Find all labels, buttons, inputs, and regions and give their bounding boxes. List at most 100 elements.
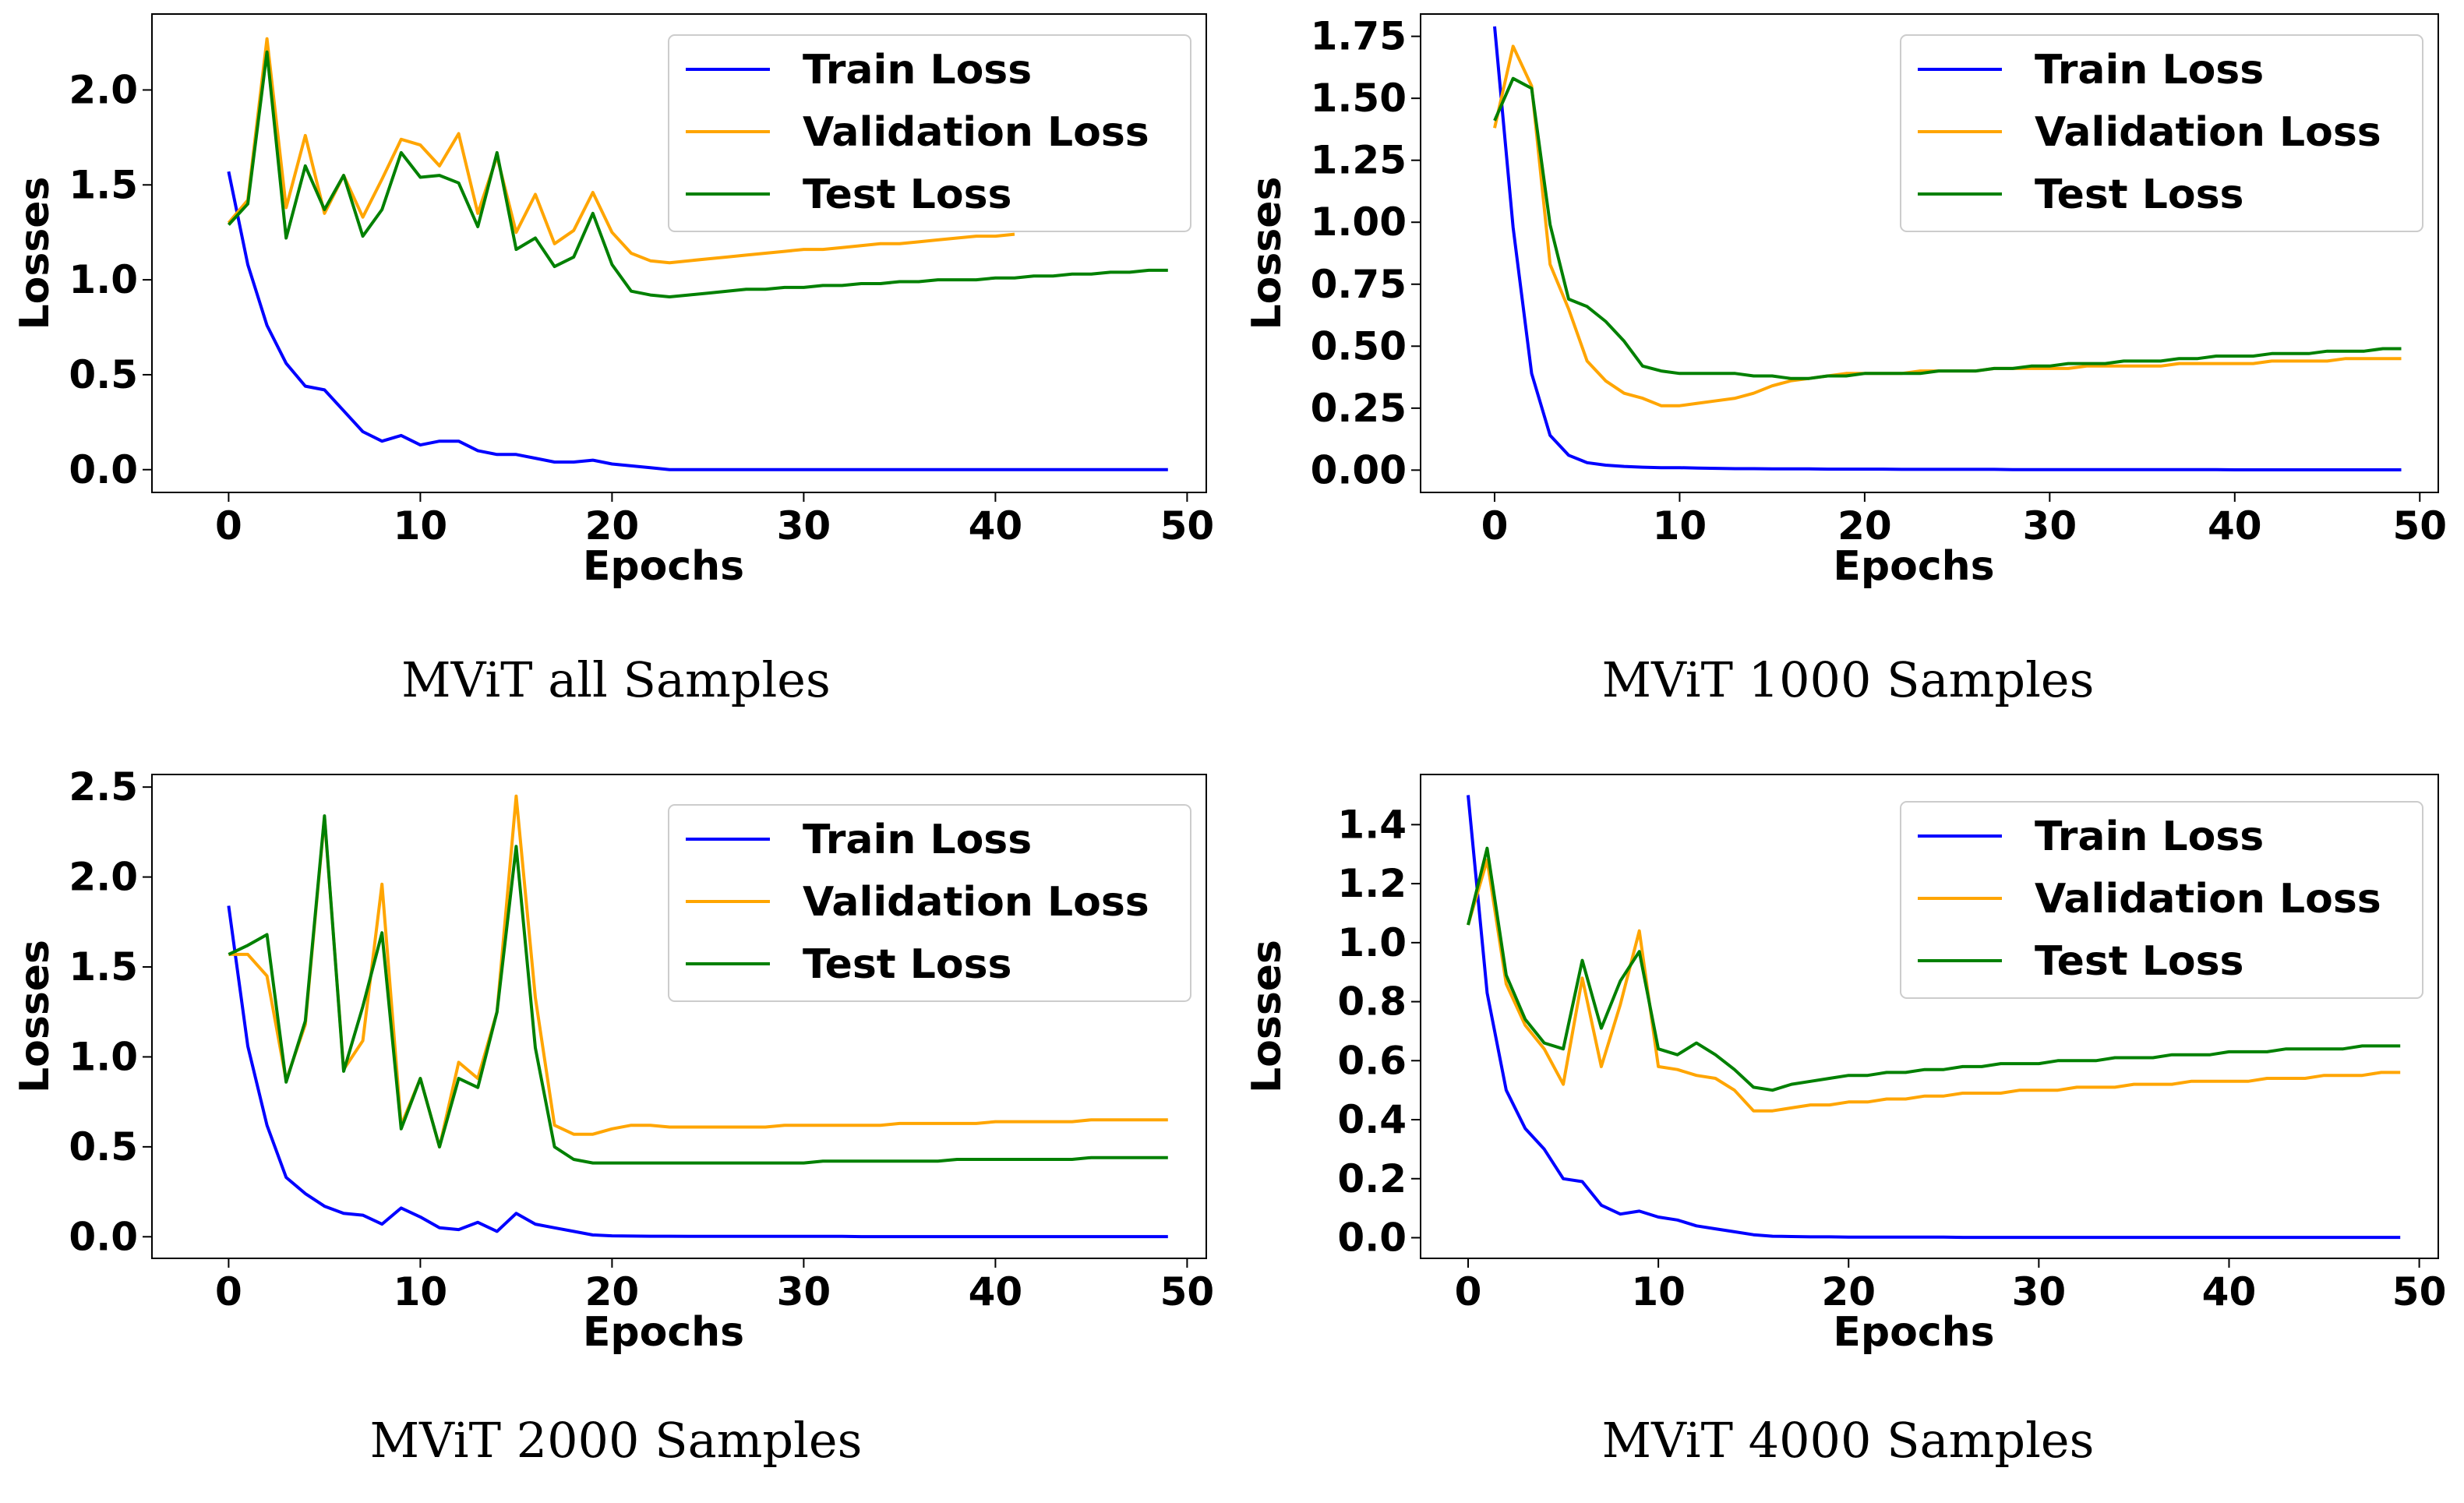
legend: Train Loss Validation Loss Test Loss xyxy=(1900,34,2423,232)
x-tick-label: 20 xyxy=(1821,1269,1876,1314)
legend-box xyxy=(668,34,1191,232)
legend-box xyxy=(1900,34,2423,232)
y-tick-label: 1.0 xyxy=(69,1034,138,1079)
chart-panel-1000: 0 10 20 30 40 50 0.00 0.25 0.50 0.75 1.00 1.25 1.50 1… xyxy=(1232,0,2464,751)
legend-label: Train Loss xyxy=(2035,813,2264,860)
y-tick-label: 0.5 xyxy=(69,352,138,397)
legend-label: Train Loss xyxy=(2035,47,2264,93)
x-tick-label: 30 xyxy=(2012,1269,2067,1314)
x-axis-label: Epochs xyxy=(1833,543,1994,590)
y-tick-label: 0.0 xyxy=(69,1214,138,1259)
y-tick-label: 0.00 xyxy=(1311,447,1407,492)
y-tick-label: 1.75 xyxy=(1311,14,1407,59)
x-tick-label: 30 xyxy=(777,503,831,549)
x-tick-label: 20 xyxy=(585,1269,640,1314)
test-loss-line xyxy=(227,50,1168,298)
y-tick-label: 0.4 xyxy=(1337,1097,1407,1142)
y-axis-label: Losses xyxy=(12,940,58,1093)
x-tick-label: 40 xyxy=(969,503,1023,549)
y-tick-label: 0.0 xyxy=(1337,1215,1407,1260)
y-tick-label: 1.50 xyxy=(1311,76,1407,121)
x-axis-label: Epochs xyxy=(583,1309,744,1356)
legend-label: Validation Loss xyxy=(2035,109,2381,156)
x-tick-label: 50 xyxy=(2392,1269,2447,1314)
chart-panel-4000: 0 10 20 30 40 50 0.0 0.2 0.4 0.6 0.8 1.0 1.2 1.4 Epoch… xyxy=(1232,751,2464,1502)
legend-label: Test Loss xyxy=(803,171,1012,218)
chart-caption: MViT 2000 Samples xyxy=(369,1412,863,1469)
x-tick-label: 50 xyxy=(1160,1269,1215,1314)
validation-loss-line xyxy=(228,794,1168,1148)
chart-svg: 0 10 20 30 40 50 0.0 0.2 0.4 0.6 0.8 1.0 1.2 1.4 Epoch… xyxy=(1244,774,2447,1356)
y-tick-label: 1.25 xyxy=(1311,138,1407,183)
legend-label: Validation Loss xyxy=(803,879,1149,926)
plot-frame xyxy=(151,13,1207,493)
plot-frame xyxy=(1420,13,2439,493)
x-tick-label: 10 xyxy=(1631,1269,1686,1314)
y-axis-label: Losses xyxy=(1244,940,1290,1093)
validation-loss-line xyxy=(227,37,1015,265)
test-loss-line xyxy=(1493,76,2402,380)
train-loss-line xyxy=(227,171,1168,471)
x-tick-label: 50 xyxy=(2392,503,2447,549)
legend-box xyxy=(668,804,1191,1002)
x-axis-label: Epochs xyxy=(583,543,744,590)
chart-panel-all: 0 10 20 30 40 50 0.0 0.5 1.0 1.5 2.0 Epochs Losses Tr… xyxy=(0,0,1232,751)
legend-label: Validation Loss xyxy=(2035,876,2381,923)
y-tick-label: 0.6 xyxy=(1337,1038,1407,1083)
x-tick-label: 0 xyxy=(215,1269,242,1314)
y-tick-label: 0.0 xyxy=(69,447,138,492)
y-tick-label: 0.5 xyxy=(69,1124,138,1170)
test-loss-line xyxy=(1467,846,2401,1092)
legend-label: Test Loss xyxy=(2035,938,2244,985)
x-tick-label: 20 xyxy=(585,503,640,549)
x-tick-label: 40 xyxy=(2202,1269,2257,1314)
x-tick-label: 20 xyxy=(1837,503,1892,549)
x-tick-label: 10 xyxy=(1653,503,1707,549)
legend-label: Train Loss xyxy=(803,47,1032,93)
y-axis-label: Losses xyxy=(1244,177,1290,330)
x-tick-label: 30 xyxy=(2023,503,2077,549)
x-tick-label: 0 xyxy=(1455,1269,1482,1314)
x-tick-label: 0 xyxy=(1481,503,1509,549)
chart-svg: 0 10 20 30 40 50 0.00 0.25 0.50 0.75 1.00 1.25 1.50 1… xyxy=(1244,13,2447,590)
y-tick-label: 1.0 xyxy=(69,257,138,302)
x-tick-label: 50 xyxy=(1160,503,1215,549)
chart-caption: MViT all Samples xyxy=(401,651,831,708)
train-loss-line xyxy=(1493,26,2402,471)
test-loss-line xyxy=(228,814,1168,1165)
y-tick-label: 0.8 xyxy=(1337,979,1407,1025)
x-tick-label: 10 xyxy=(394,1269,448,1314)
x-axis-label: Epochs xyxy=(1833,1309,1994,1356)
y-tick-label: 2.5 xyxy=(69,764,138,810)
legend-label: Train Loss xyxy=(803,817,1032,863)
x-tick-label: 40 xyxy=(2208,503,2262,549)
y-tick-label: 1.2 xyxy=(1337,861,1407,906)
validation-loss-line xyxy=(1467,858,2401,1113)
legend: Train Loss Validation Loss Test Loss xyxy=(668,804,1191,1002)
y-tick-label: 1.5 xyxy=(69,162,138,207)
legend: Train Loss Validation Loss Test Loss xyxy=(1900,801,2423,999)
chart-caption: MViT 4000 Samples xyxy=(1601,1412,2095,1469)
y-tick-label: 0.50 xyxy=(1311,323,1407,369)
x-tick-label: 30 xyxy=(777,1269,831,1314)
plot-frame xyxy=(151,774,1207,1259)
chart-svg: 0 10 20 30 40 50 0.0 0.5 1.0 1.5 2.0 Epochs Losses Tr… xyxy=(12,13,1215,590)
y-tick-label: 2.0 xyxy=(69,855,138,900)
chart-caption: MViT 1000 Samples xyxy=(1601,651,2095,708)
y-tick-label: 0.75 xyxy=(1311,262,1407,307)
y-axis-label: Losses xyxy=(12,177,58,330)
chart-svg: 0 10 20 30 40 50 0.0 0.5 1.0 1.5 2.0 2.5 Epochs Losse… xyxy=(12,764,1215,1356)
x-tick-label: 0 xyxy=(215,503,242,549)
x-tick-label: 10 xyxy=(394,503,448,549)
y-tick-label: 1.5 xyxy=(69,944,138,990)
train-loss-line xyxy=(227,905,1168,1239)
y-tick-label: 2.0 xyxy=(69,67,138,112)
plot-frame xyxy=(1420,774,2439,1259)
y-tick-label: 1.4 xyxy=(1337,802,1407,847)
y-tick-label: 1.00 xyxy=(1311,199,1407,245)
chart-panel-2000: 0 10 20 30 40 50 0.0 0.5 1.0 1.5 2.0 2.5 Epochs Losse… xyxy=(0,751,1232,1502)
legend-label: Test Loss xyxy=(2035,171,2244,218)
legend-label: Validation Loss xyxy=(803,109,1149,156)
x-tick-label: 40 xyxy=(969,1269,1023,1314)
legend-label: Test Loss xyxy=(803,941,1012,988)
